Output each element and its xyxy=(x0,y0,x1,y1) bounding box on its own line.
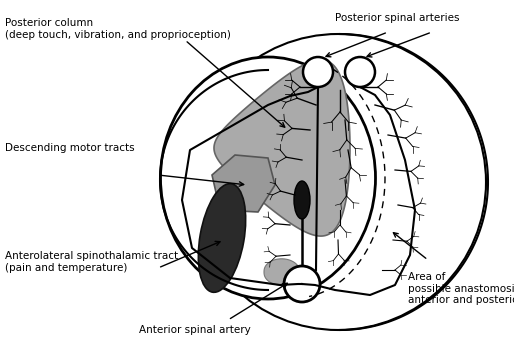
Text: Descending motor tracts: Descending motor tracts xyxy=(5,143,135,153)
Circle shape xyxy=(284,266,320,302)
Circle shape xyxy=(190,34,486,330)
Circle shape xyxy=(303,57,333,87)
Polygon shape xyxy=(264,259,300,285)
Ellipse shape xyxy=(294,181,310,219)
Polygon shape xyxy=(212,155,275,212)
Ellipse shape xyxy=(160,57,376,299)
Ellipse shape xyxy=(198,184,246,292)
Text: Posterior column
(deep touch, vibration, and proprioception): Posterior column (deep touch, vibration,… xyxy=(5,18,231,40)
Text: Posterior spinal arteries: Posterior spinal arteries xyxy=(335,13,460,23)
Circle shape xyxy=(345,57,375,87)
Polygon shape xyxy=(214,60,350,236)
Text: Anterior spinal artery: Anterior spinal artery xyxy=(139,325,251,335)
Text: Anterolateral spinothalamic tract
(pain and temperature): Anterolateral spinothalamic tract (pain … xyxy=(5,251,178,273)
Text: Area of
possible anastomosis between
anterior and posterior arteries: Area of possible anastomosis between ant… xyxy=(408,272,514,305)
